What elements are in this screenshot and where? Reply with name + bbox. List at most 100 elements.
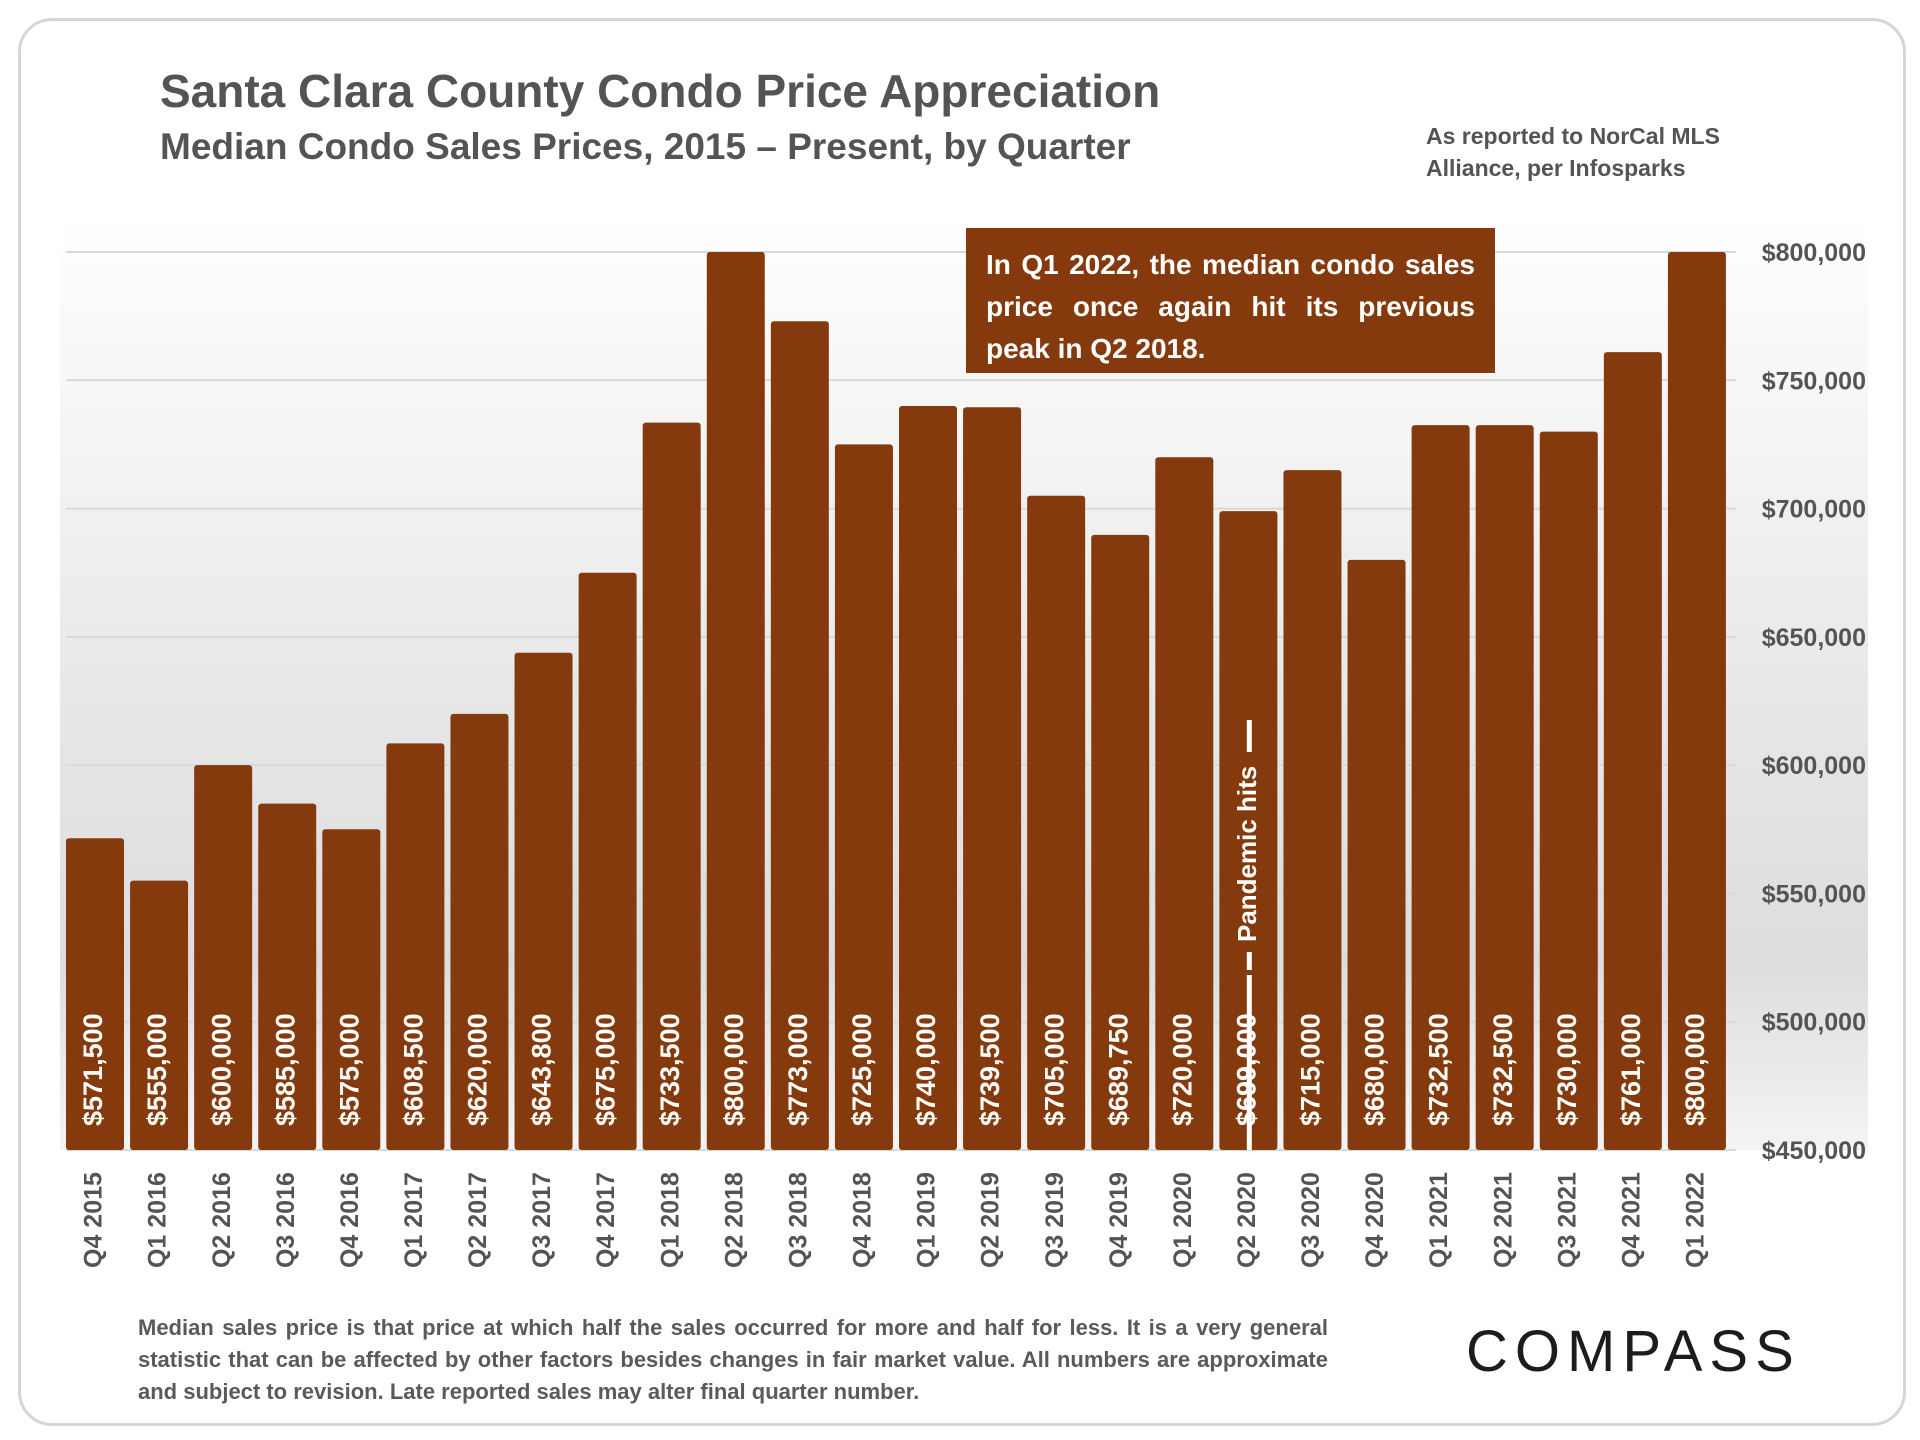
bar-value-label: $773,000 xyxy=(783,1013,813,1126)
x-tick-label: Q4 2019 xyxy=(1105,1172,1133,1268)
bar xyxy=(386,743,445,1150)
x-tick-label: Q4 2021 xyxy=(1617,1172,1645,1268)
bar xyxy=(1411,425,1470,1151)
bar-value-label: $705,000 xyxy=(1039,1013,1069,1126)
bar xyxy=(770,321,829,1150)
bar xyxy=(1091,534,1150,1150)
x-tick-label: Q2 2020 xyxy=(1233,1172,1261,1268)
bar xyxy=(1027,495,1086,1150)
bar-value-label: $643,800 xyxy=(527,1013,557,1126)
x-tick-label: Q4 2018 xyxy=(849,1172,877,1268)
bar-value-label: $730,000 xyxy=(1552,1013,1582,1126)
bar-value-label: $608,500 xyxy=(399,1013,429,1126)
x-tick-label: Q4 2015 xyxy=(80,1172,108,1268)
source-note-line-1: As reported to NorCal MLS xyxy=(1426,123,1720,149)
bar-value-label: $740,000 xyxy=(911,1013,941,1126)
bar-value-label: $620,000 xyxy=(463,1013,493,1126)
x-tick-label: Q4 2017 xyxy=(592,1172,620,1268)
x-tick-label: Q1 2017 xyxy=(400,1172,428,1268)
bar-value-label: $680,000 xyxy=(1360,1013,1390,1126)
bar xyxy=(194,765,253,1150)
y-tick-label: $500,000 xyxy=(1762,1009,1866,1037)
bar-value-label: $571,500 xyxy=(78,1013,108,1126)
bar-value-label: $720,000 xyxy=(1167,1013,1197,1126)
y-axis-labels: $450,000 $500,000 $550,000 $600,000 $650,000… xyxy=(1762,239,1866,1165)
y-tick-label: $700,000 xyxy=(1762,496,1866,524)
annotation-pandemic-hits: Pandemic hits xyxy=(1232,766,1262,942)
x-tick-label: Q2 2019 xyxy=(977,1172,1005,1268)
annotations: Pandemic hits xyxy=(1232,720,1265,1150)
x-axis-labels: Q4 2015 Q1 2016 Q2 2016 Q3 2016 Q4 2016 Q1 20… xyxy=(80,1172,1710,1268)
x-tick-label: Q2 2016 xyxy=(208,1172,236,1268)
x-tick-label: Q2 2018 xyxy=(720,1172,748,1268)
source-note: As reported to NorCal MLS Alliance, per … xyxy=(1426,120,1756,184)
callout-box: In Q1 2022, the median condo sales price… xyxy=(966,228,1495,373)
chart-subtitle: Median Condo Sales Prices, 2015 – Presen… xyxy=(160,126,1131,167)
chart-title: Santa Clara County Condo Price Appreciat… xyxy=(160,65,1161,117)
bar xyxy=(963,407,1022,1150)
x-tick-label: Q3 2017 xyxy=(528,1172,556,1268)
bar xyxy=(514,652,573,1150)
bar-value-label: $800,000 xyxy=(1680,1013,1710,1126)
x-tick-label: Q1 2020 xyxy=(1169,1172,1197,1268)
bar xyxy=(1539,431,1598,1151)
bar-value-label: $600,000 xyxy=(206,1013,236,1126)
bar-value-label: $800,000 xyxy=(719,1013,749,1126)
bar-value-label: $739,500 xyxy=(975,1013,1005,1126)
x-tick-label: Q3 2019 xyxy=(1041,1172,1069,1268)
bar-value-label: $725,000 xyxy=(847,1013,877,1126)
footnote: Median sales price is that price at whic… xyxy=(138,1315,1328,1404)
x-tick-label: Q3 2021 xyxy=(1553,1172,1581,1268)
bar xyxy=(130,880,189,1150)
bar xyxy=(1603,352,1662,1150)
bar xyxy=(1155,457,1214,1150)
x-tick-label: Q1 2016 xyxy=(144,1172,172,1268)
x-tick-label: Q3 2016 xyxy=(272,1172,300,1268)
y-tick-label: $750,000 xyxy=(1762,367,1866,395)
bar xyxy=(66,838,124,1150)
bar xyxy=(1475,425,1534,1151)
x-tick-label: Q4 2016 xyxy=(336,1172,364,1268)
bar-value-label: $732,500 xyxy=(1424,1013,1454,1126)
source-note-line-2: Alliance, per Infosparks xyxy=(1426,155,1686,181)
bar xyxy=(1667,252,1726,1150)
bar-value-labels: $571,500 $555,000 $600,000 $585,000 $575,000… xyxy=(78,1013,1710,1126)
y-tick-label: $800,000 xyxy=(1762,239,1866,267)
bar-value-label: $732,500 xyxy=(1488,1013,1518,1126)
y-tick-label: $600,000 xyxy=(1762,752,1866,780)
bar-value-label: $715,000 xyxy=(1296,1013,1326,1126)
x-tick-label: Q1 2018 xyxy=(656,1172,684,1268)
bar-value-label: $699,000 xyxy=(1232,1013,1262,1126)
bar xyxy=(834,444,893,1150)
bar xyxy=(450,713,509,1150)
x-tick-label: Q3 2020 xyxy=(1297,1172,1325,1268)
y-tick-label: $450,000 xyxy=(1762,1137,1866,1165)
bar-value-label: $761,000 xyxy=(1616,1013,1646,1126)
x-tick-label: Q2 2017 xyxy=(464,1172,492,1268)
x-tick-label: Q4 2020 xyxy=(1361,1172,1389,1268)
x-tick-label: Q2 2021 xyxy=(1489,1172,1517,1268)
bar-value-label: $575,000 xyxy=(334,1013,364,1126)
bar xyxy=(1347,559,1406,1150)
x-tick-label: Q1 2019 xyxy=(913,1172,941,1268)
x-tick-label: Q1 2022 xyxy=(1682,1172,1710,1268)
bar-chart: $571,500 $555,000 $600,000 $585,000 $575,000… xyxy=(60,215,1868,1268)
bar-value-label: $555,000 xyxy=(142,1013,172,1126)
bar-value-label: $585,000 xyxy=(270,1013,300,1126)
y-tick-label: $650,000 xyxy=(1762,624,1866,652)
y-tick-label: $550,000 xyxy=(1762,880,1866,908)
bar xyxy=(322,829,381,1150)
bar-value-label: $675,000 xyxy=(591,1013,621,1126)
annotation-label-background xyxy=(1234,752,1265,952)
bar xyxy=(578,572,637,1150)
bar xyxy=(1283,470,1342,1151)
compass-logo: COMPASS xyxy=(1466,1319,1801,1384)
x-tick-label: Q1 2021 xyxy=(1425,1172,1453,1268)
bar xyxy=(706,252,765,1150)
bars xyxy=(66,252,1726,1151)
bar xyxy=(899,405,957,1150)
bar xyxy=(642,422,701,1150)
bar xyxy=(258,803,317,1150)
bar-value-label: $689,750 xyxy=(1103,1013,1133,1126)
bar-value-label: $733,500 xyxy=(655,1013,685,1126)
